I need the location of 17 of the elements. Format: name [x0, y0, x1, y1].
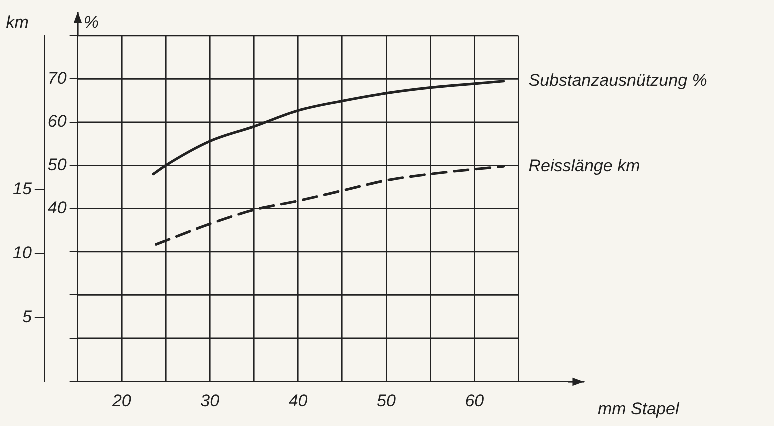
x-axis-title: mm Stapel: [598, 399, 680, 418]
x-tick-label: 30: [200, 392, 220, 411]
x-tick-label: 50: [377, 392, 396, 411]
y2-tick-label: 40: [48, 198, 68, 218]
x-tick-label: 40: [288, 392, 308, 411]
x-tick-label: 60: [465, 392, 485, 411]
series-label: Substanzausnützung %: [528, 71, 708, 90]
y2-axis-title: %: [84, 13, 99, 32]
series-label: Reisslänge km: [528, 156, 640, 176]
y-tick-label: 10: [12, 243, 32, 262]
x-tick-label: 20: [111, 392, 132, 411]
y2-tick-label: 50: [48, 155, 68, 174]
y-tick-label: 15: [12, 179, 32, 198]
y2-tick-label: 60: [48, 112, 68, 132]
y-axis-title: km: [6, 13, 29, 32]
y-tick-label: 5: [22, 307, 32, 326]
y2-tick-label: 70: [48, 68, 68, 88]
